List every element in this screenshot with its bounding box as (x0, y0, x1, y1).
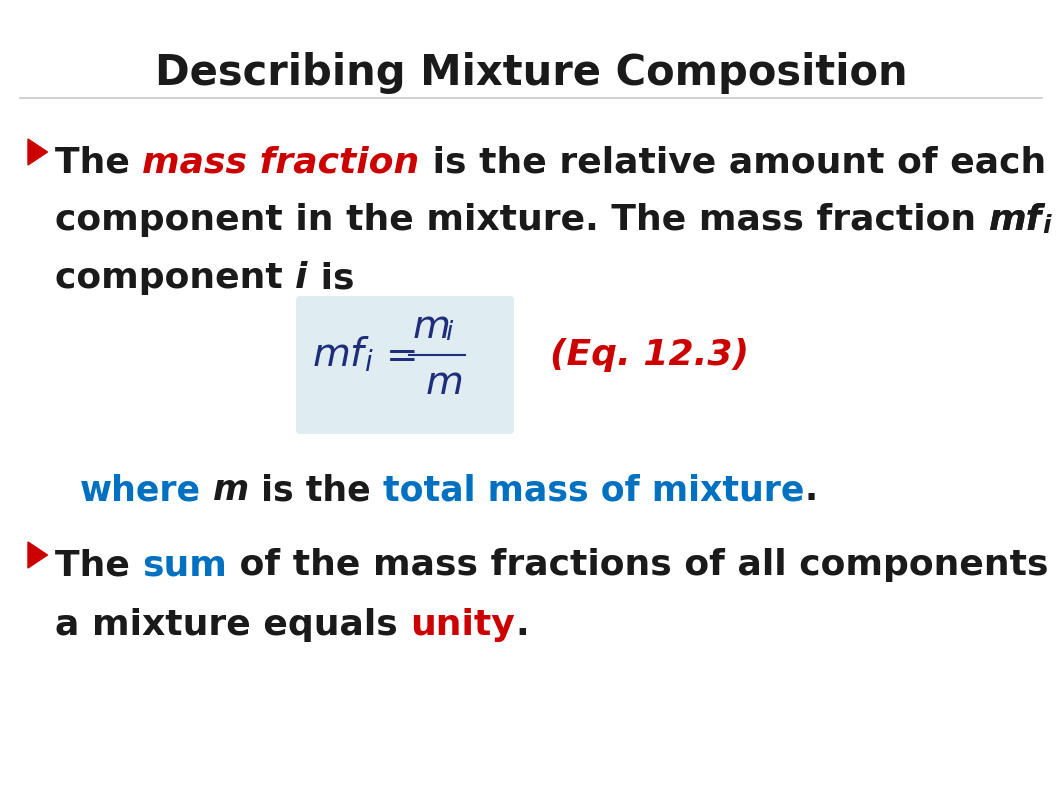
Text: i: i (1042, 214, 1050, 238)
Text: $i$: $i$ (364, 350, 374, 376)
Text: (Eq. 12.3): (Eq. 12.3) (550, 338, 749, 372)
Text: component in the mixture. The mass fraction: component in the mixture. The mass fract… (55, 203, 989, 237)
Polygon shape (28, 542, 48, 568)
FancyBboxPatch shape (296, 296, 514, 434)
Text: $m$: $m$ (425, 364, 462, 402)
Text: a mixture equals: a mixture equals (55, 608, 410, 642)
Text: $mf$: $mf$ (312, 336, 371, 374)
Text: mf: mf (989, 203, 1042, 237)
Text: of the mass fractions of all components in: of the mass fractions of all components … (227, 548, 1062, 582)
Text: is the relative amount of each: is the relative amount of each (419, 145, 1046, 179)
Text: m: m (213, 473, 250, 507)
Text: component: component (55, 261, 295, 295)
Text: sum: sum (142, 548, 227, 582)
Text: $m$: $m$ (412, 308, 449, 346)
Text: i: i (295, 261, 308, 295)
Text: .: . (805, 473, 818, 507)
Text: mf: mf (989, 203, 1042, 237)
Text: of: of (1050, 203, 1062, 237)
Polygon shape (28, 139, 48, 165)
Text: where: where (80, 473, 201, 507)
Text: $i$: $i$ (445, 320, 455, 344)
Text: $=$: $=$ (378, 336, 416, 374)
Text: is: is (308, 261, 355, 295)
Text: mass fraction: mass fraction (142, 145, 419, 179)
Text: unity: unity (410, 608, 515, 642)
Text: .: . (515, 608, 529, 642)
Text: is the: is the (250, 473, 383, 507)
Text: The: The (55, 145, 142, 179)
Text: Describing Mixture Composition: Describing Mixture Composition (155, 52, 907, 94)
Text: total mass of mixture: total mass of mixture (383, 473, 805, 507)
Text: The: The (55, 548, 142, 582)
